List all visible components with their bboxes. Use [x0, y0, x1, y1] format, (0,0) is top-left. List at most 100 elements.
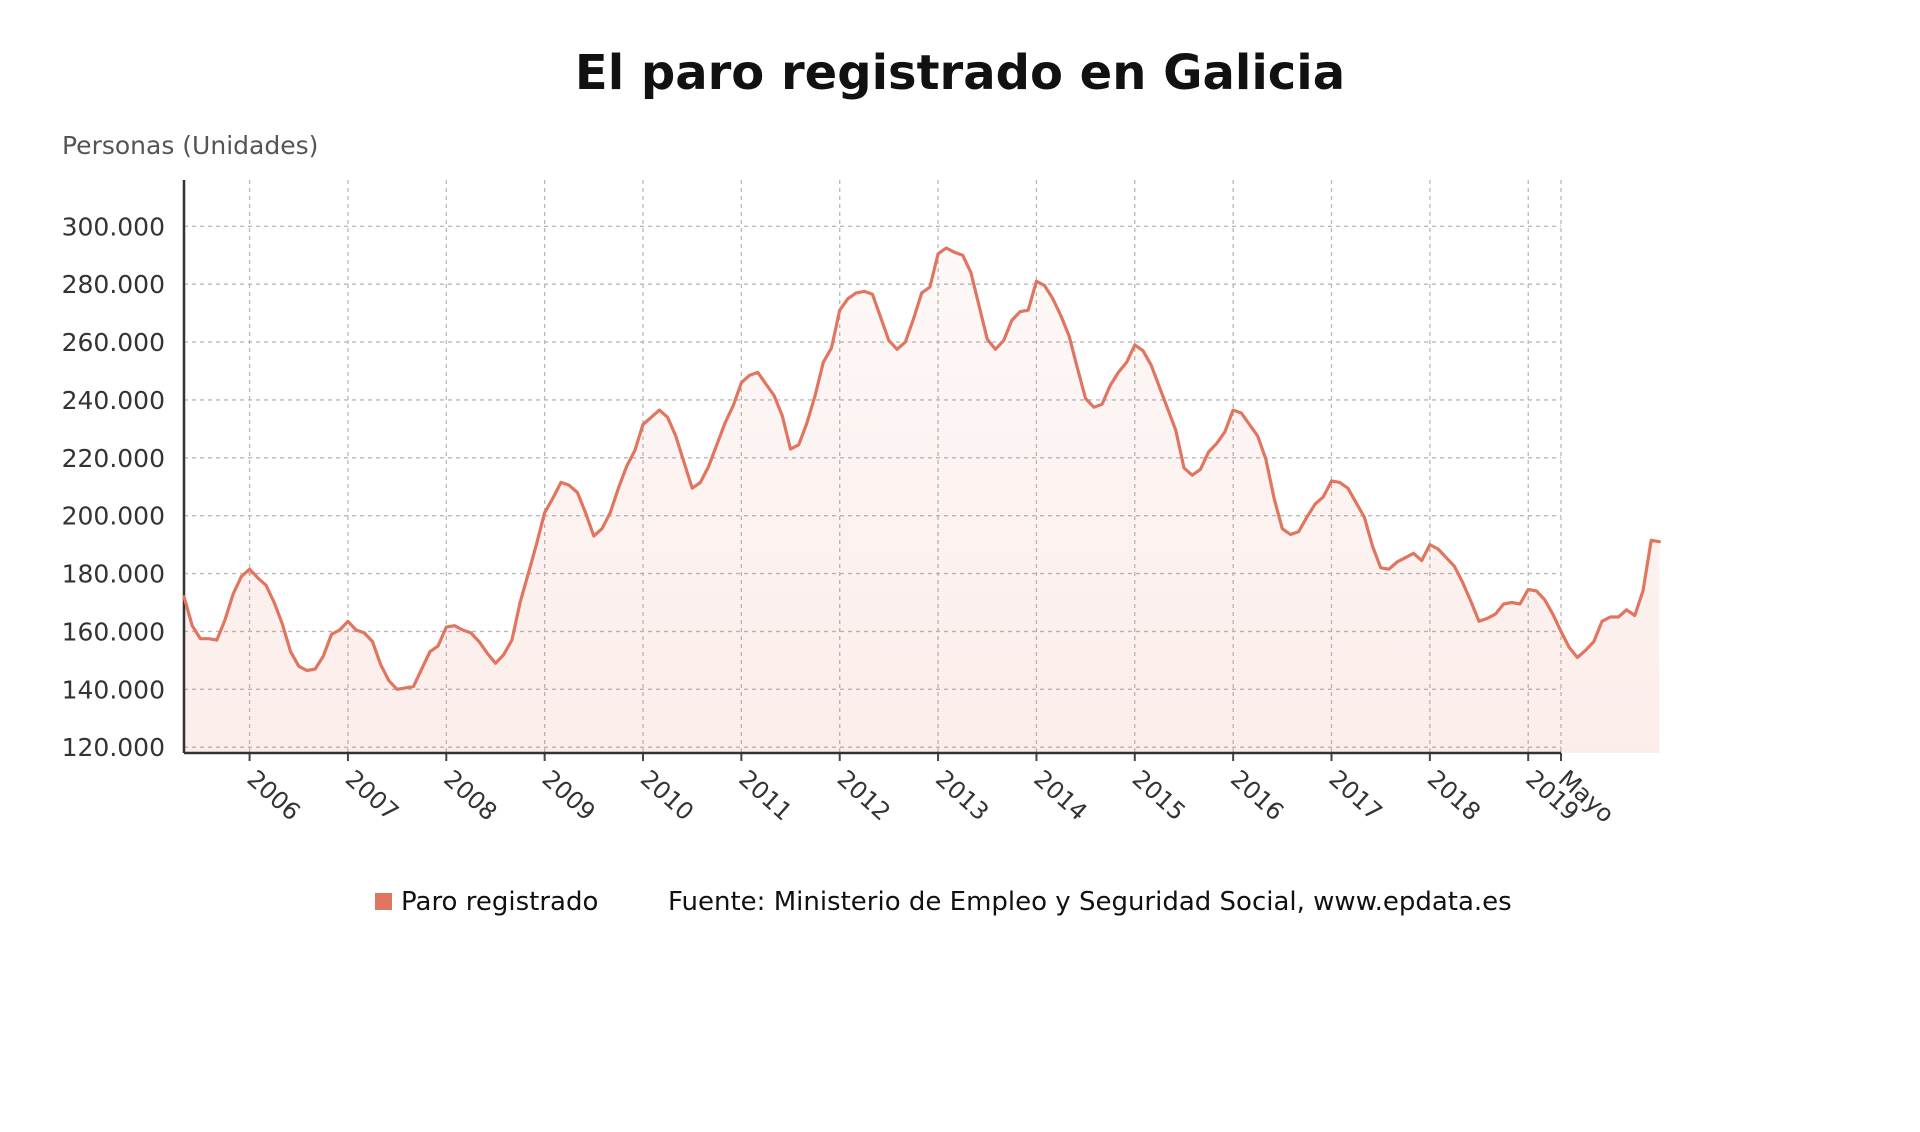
x-tick-label: 2006	[242, 765, 306, 827]
data-point	[1125, 360, 1129, 364]
data-point	[1010, 318, 1014, 322]
data-point	[1518, 602, 1522, 606]
data-point	[1526, 588, 1530, 592]
data-point	[379, 663, 383, 667]
data-point	[551, 496, 555, 500]
data-point	[1297, 530, 1301, 534]
series-area	[184, 248, 1660, 753]
x-tick-label: 2009	[537, 765, 601, 827]
data-point	[1395, 560, 1399, 564]
data-point	[567, 483, 571, 487]
data-point	[1075, 366, 1079, 370]
y-axis-ticks: 120.000 140.000 160.000 180.000 200.000 220.0…	[62, 212, 165, 762]
data-point	[1018, 310, 1022, 314]
data-point	[1354, 501, 1358, 505]
x-tick-label: 2018	[1422, 765, 1486, 827]
data-point	[215, 638, 219, 642]
data-point	[526, 572, 530, 576]
data-point	[1034, 279, 1038, 283]
data-point	[1289, 533, 1293, 537]
data-point	[1379, 566, 1383, 570]
data-point	[256, 576, 260, 580]
data-point	[1477, 619, 1481, 623]
data-point	[698, 480, 702, 484]
data-point	[362, 631, 366, 635]
data-point	[1592, 640, 1596, 644]
data-point	[510, 638, 514, 642]
data-point	[731, 404, 735, 408]
data-point	[1608, 615, 1612, 619]
data-point	[1067, 334, 1071, 338]
data-point	[1616, 615, 1620, 619]
data-point	[1428, 543, 1432, 547]
y-axis-label: Personas (Unidades)	[62, 131, 318, 160]
data-point	[928, 285, 932, 289]
data-point	[895, 347, 899, 351]
data-point	[428, 650, 432, 654]
data-point	[1575, 656, 1579, 660]
data-point	[403, 686, 407, 690]
data-point	[371, 640, 375, 644]
data-point	[1485, 616, 1489, 620]
data-point	[1510, 601, 1514, 605]
data-point	[666, 415, 670, 419]
y-tick-label: 200.000	[62, 502, 165, 531]
data-point	[190, 624, 194, 628]
data-point	[1452, 564, 1456, 568]
data-point	[313, 667, 317, 671]
data-point	[830, 346, 834, 350]
x-tick-label: 2011	[733, 765, 797, 827]
data-point	[912, 317, 916, 321]
data-point	[977, 304, 981, 308]
y-tick-label: 260.000	[62, 328, 165, 357]
data-point	[993, 347, 997, 351]
data-point	[1305, 515, 1309, 519]
chart-title: El paro registrado en Galicia	[575, 45, 1345, 101]
data-point	[780, 414, 784, 418]
data-point	[1272, 496, 1276, 500]
data-point	[1182, 466, 1186, 470]
data-point	[584, 511, 588, 515]
data-point	[1534, 589, 1538, 593]
data-point	[1436, 547, 1440, 551]
data-point	[330, 632, 334, 636]
x-tick-label: 2013	[930, 765, 994, 827]
data-point	[1207, 450, 1211, 454]
data-point	[846, 297, 850, 301]
data-point	[1166, 407, 1170, 411]
data-point	[1461, 580, 1465, 584]
data-point	[436, 644, 440, 648]
data-point	[1362, 515, 1366, 519]
data-point	[748, 373, 752, 377]
data-point	[953, 250, 957, 254]
data-point	[1092, 405, 1096, 409]
data-point	[1321, 495, 1325, 499]
y-tick-label: 280.000	[62, 270, 165, 299]
data-point	[1420, 559, 1424, 563]
data-point	[1256, 434, 1260, 438]
data-point	[1002, 339, 1006, 343]
data-point	[1625, 608, 1629, 612]
data-point	[600, 527, 604, 531]
data-point	[592, 534, 596, 538]
data-point	[1190, 473, 1194, 477]
data-point	[961, 253, 965, 257]
data-point	[1116, 370, 1120, 374]
data-point	[1469, 599, 1473, 603]
data-point	[936, 252, 940, 256]
legend-swatch	[375, 893, 392, 910]
data-point	[518, 601, 522, 605]
data-point	[494, 661, 498, 665]
data-point	[1264, 457, 1268, 461]
data-point	[723, 421, 727, 425]
data-point	[223, 618, 227, 622]
data-point	[1141, 349, 1145, 353]
axes	[182, 180, 1562, 761]
data-point	[1338, 480, 1342, 484]
data-point	[772, 394, 776, 398]
data-point	[543, 511, 547, 515]
data-point	[715, 443, 719, 447]
data-point	[420, 667, 424, 671]
data-point	[502, 653, 506, 657]
